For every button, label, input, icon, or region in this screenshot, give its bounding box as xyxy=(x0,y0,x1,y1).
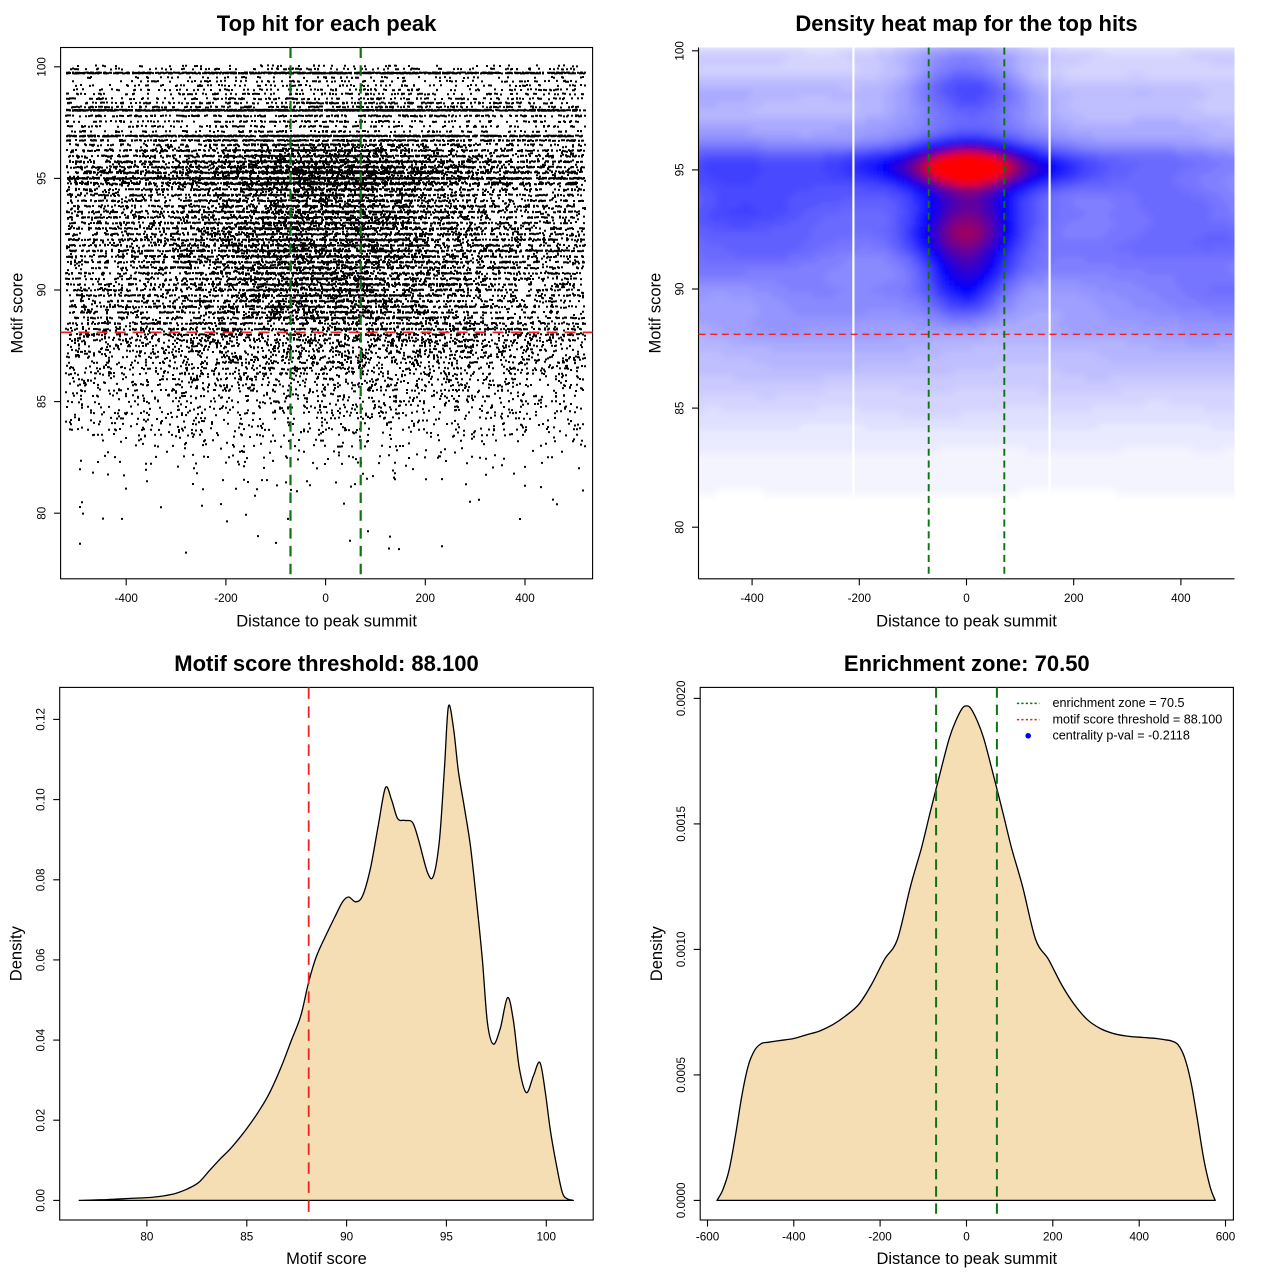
svg-text:85: 85 xyxy=(674,401,687,415)
svg-text:0.0020: 0.0020 xyxy=(675,680,688,716)
svg-text:Motif score: Motif score xyxy=(9,273,27,354)
svg-text:0: 0 xyxy=(322,592,329,605)
svg-text:-200: -200 xyxy=(848,592,872,605)
svg-text:90: 90 xyxy=(674,282,687,296)
svg-text:0.10: 0.10 xyxy=(35,788,48,811)
svg-text:400: 400 xyxy=(515,592,535,605)
svg-text:-200: -200 xyxy=(868,1231,892,1244)
svg-text:80: 80 xyxy=(36,506,49,520)
svg-text:Distance to peak summit: Distance to peak summit xyxy=(236,612,417,630)
svg-text:90: 90 xyxy=(340,1231,354,1244)
svg-text:-200: -200 xyxy=(214,592,238,605)
svg-text:200: 200 xyxy=(1043,1231,1063,1244)
svg-text:-400: -400 xyxy=(782,1231,806,1244)
svg-text:0.0005: 0.0005 xyxy=(675,1057,688,1093)
svg-text:Top hit for each peak: Top hit for each peak xyxy=(217,11,437,36)
svg-text:Density heat map for the top h: Density heat map for the top hits xyxy=(795,11,1137,36)
svg-text:600: 600 xyxy=(1216,1231,1236,1244)
svg-text:400: 400 xyxy=(1129,1231,1149,1244)
svg-text:100: 100 xyxy=(537,1231,557,1244)
svg-text:Motif score: Motif score xyxy=(646,273,664,354)
svg-text:0.08: 0.08 xyxy=(35,868,48,891)
svg-text:400: 400 xyxy=(1171,592,1191,605)
svg-text:85: 85 xyxy=(240,1231,254,1244)
svg-text:95: 95 xyxy=(36,171,49,185)
svg-text:motif score threshold = 88.100: motif score threshold = 88.100 xyxy=(1053,712,1223,726)
svg-text:0: 0 xyxy=(963,1231,970,1244)
svg-text:Motif score: Motif score xyxy=(286,1250,367,1268)
svg-text:Distance to peak summit: Distance to peak summit xyxy=(876,612,1057,630)
svg-text:enrichment zone = 70.5: enrichment zone = 70.5 xyxy=(1053,696,1185,710)
svg-text:-600: -600 xyxy=(696,1231,720,1244)
svg-text:0.0000: 0.0000 xyxy=(675,1182,688,1218)
svg-text:95: 95 xyxy=(440,1231,454,1244)
svg-text:0.00: 0.00 xyxy=(35,1189,48,1212)
svg-text:0.02: 0.02 xyxy=(35,1109,48,1132)
svg-text:85: 85 xyxy=(36,395,49,409)
svg-text:Enrichment zone: 70.50: Enrichment zone: 70.50 xyxy=(844,651,1090,676)
svg-text:0.0010: 0.0010 xyxy=(675,931,688,967)
svg-text:100: 100 xyxy=(36,57,49,77)
svg-text:0.04: 0.04 xyxy=(35,1028,48,1051)
svg-text:Motif score threshold: 88.100: Motif score threshold: 88.100 xyxy=(174,651,478,676)
svg-text:90: 90 xyxy=(36,283,49,297)
svg-text:-400: -400 xyxy=(114,592,138,605)
svg-text:Distance to peak summit: Distance to peak summit xyxy=(876,1250,1057,1268)
svg-text:95: 95 xyxy=(674,163,687,177)
svg-text:Density: Density xyxy=(8,925,26,981)
svg-text:200: 200 xyxy=(416,592,436,605)
svg-text:100: 100 xyxy=(674,41,687,61)
svg-text:0.06: 0.06 xyxy=(35,949,48,972)
svg-text:0.12: 0.12 xyxy=(35,708,48,731)
svg-text:-400: -400 xyxy=(740,592,764,605)
svg-text:80: 80 xyxy=(140,1231,154,1244)
svg-text:Density: Density xyxy=(648,925,666,981)
svg-text:centrality p-val = -0.2118: centrality p-val = -0.2118 xyxy=(1053,729,1190,743)
svg-text:200: 200 xyxy=(1064,592,1084,605)
svg-text:0.0015: 0.0015 xyxy=(675,806,688,842)
svg-text:0: 0 xyxy=(963,592,970,605)
svg-text:80: 80 xyxy=(674,520,687,534)
